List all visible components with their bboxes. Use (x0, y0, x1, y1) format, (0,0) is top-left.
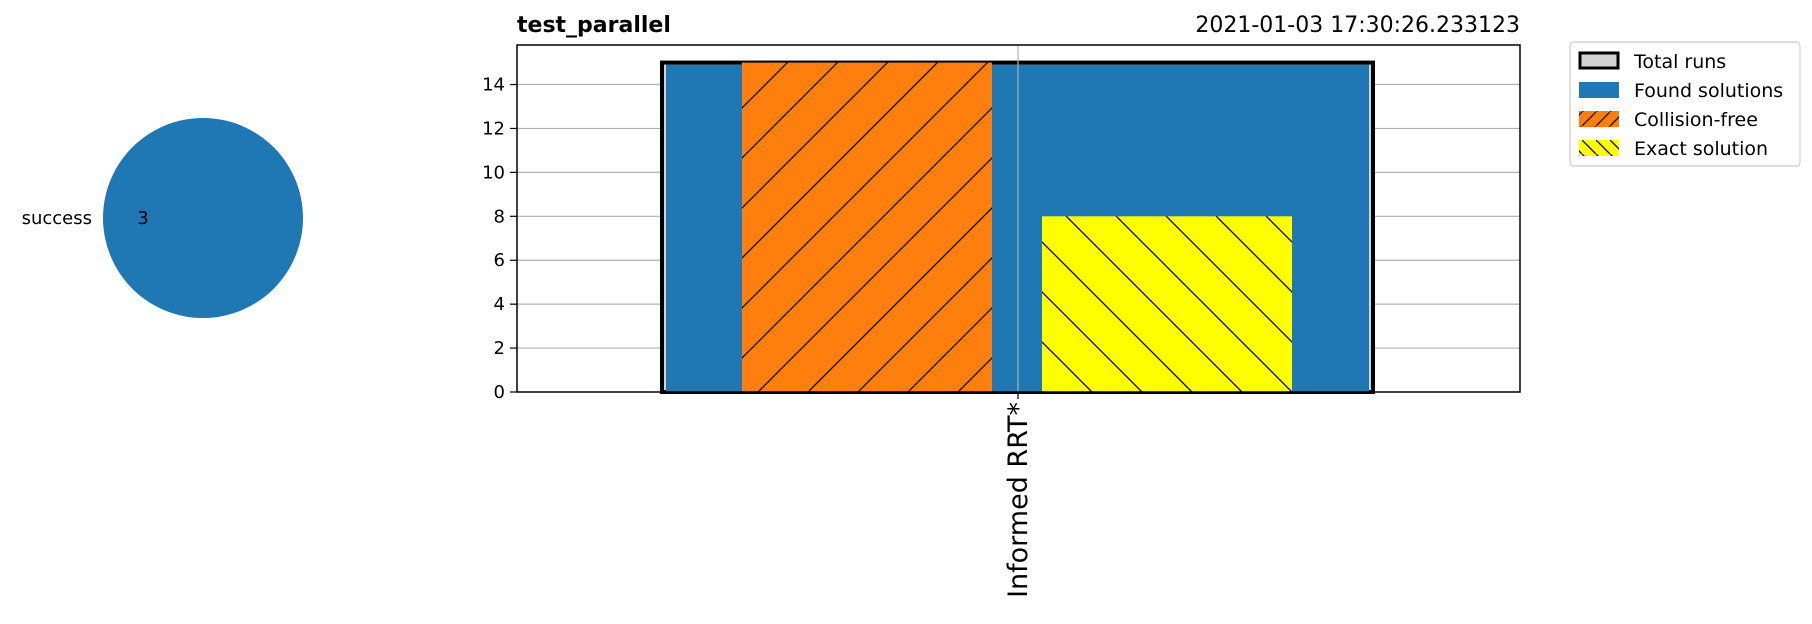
pie-slice-value-label: 3 (137, 208, 148, 229)
y-tick-label: 2 (494, 338, 505, 359)
bar-chart: test_parallel 2021-01-03 17:30:26.233123… (482, 13, 1521, 598)
y-tick-label: 8 (494, 206, 505, 227)
bar-exact-solution-hatch (1042, 216, 1292, 392)
legend-label-collision-free: Collision-free (1634, 109, 1758, 131)
pie-chart: success 3 (22, 118, 303, 318)
bar-collision-free-hatch (742, 62, 992, 393)
legend-label-exact-solution: Exact solution (1634, 138, 1768, 160)
y-tick-label: 6 (494, 250, 505, 271)
legend-swatch-exact-solution-hatch (1579, 140, 1619, 156)
legend-label-found-solutions: Found solutions (1634, 80, 1783, 102)
legend-swatch-total-runs (1578, 51, 1620, 70)
legend: Total runs Found solutions Collision-fre… (1569, 41, 1801, 167)
pie-slice-success (103, 118, 303, 318)
legend-frame (1569, 41, 1801, 167)
chart-title: test_parallel (517, 13, 671, 38)
x-tick-label-informed-rrt: Informed RRT* (1003, 402, 1034, 598)
chart-subtitle: 2021-01-03 17:30:26.233123 (1195, 13, 1520, 38)
legend-label-total-runs: Total runs (1633, 51, 1726, 73)
pie-slice-label: success (22, 208, 92, 229)
y-tick-label: 4 (494, 294, 505, 315)
y-tick-label: 0 (494, 382, 505, 403)
y-axis-ticks: 0 2 4 6 8 10 12 14 (482, 75, 517, 403)
y-tick-label: 12 (482, 118, 505, 139)
y-tick-label: 10 (482, 162, 505, 183)
legend-swatch-found-solutions (1579, 82, 1619, 98)
legend-swatch-collision-free-hatch (1579, 111, 1619, 127)
y-tick-label: 14 (482, 75, 505, 96)
